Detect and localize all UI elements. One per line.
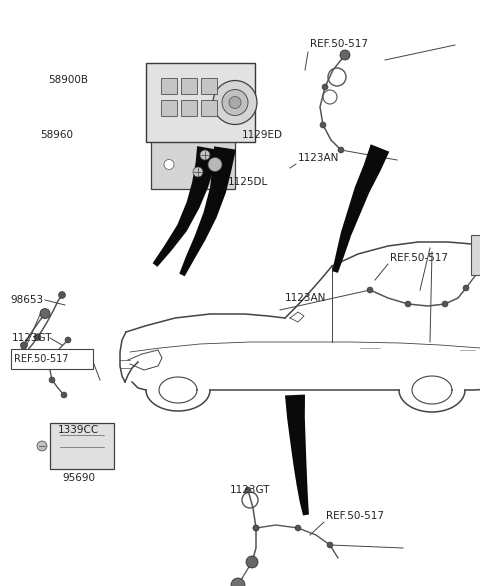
Circle shape — [231, 578, 245, 586]
Circle shape — [213, 80, 257, 124]
Circle shape — [51, 355, 57, 361]
Circle shape — [222, 90, 248, 115]
FancyBboxPatch shape — [11, 349, 93, 369]
Circle shape — [340, 50, 350, 60]
Circle shape — [342, 52, 348, 58]
Text: 1123GT: 1123GT — [230, 485, 271, 495]
FancyBboxPatch shape — [181, 78, 197, 94]
Circle shape — [65, 337, 71, 343]
Circle shape — [322, 84, 328, 90]
Text: REF.50-517: REF.50-517 — [14, 354, 69, 364]
Circle shape — [253, 525, 259, 531]
Circle shape — [320, 122, 326, 128]
Circle shape — [405, 301, 411, 307]
Circle shape — [200, 150, 210, 160]
FancyBboxPatch shape — [161, 78, 177, 94]
Polygon shape — [285, 394, 309, 516]
Circle shape — [295, 525, 301, 531]
Circle shape — [193, 167, 203, 177]
Circle shape — [61, 392, 67, 398]
FancyBboxPatch shape — [201, 100, 217, 116]
Text: 58900B: 58900B — [48, 75, 88, 85]
Circle shape — [249, 559, 255, 565]
Text: 1129ED: 1129ED — [242, 130, 283, 140]
Circle shape — [19, 351, 26, 358]
FancyBboxPatch shape — [50, 423, 114, 469]
Circle shape — [442, 301, 448, 307]
Circle shape — [37, 441, 47, 451]
FancyBboxPatch shape — [201, 78, 217, 94]
FancyBboxPatch shape — [181, 100, 197, 116]
Text: REF.50-517: REF.50-517 — [326, 511, 384, 521]
Text: 1125DL: 1125DL — [228, 177, 268, 187]
Text: 98653: 98653 — [10, 295, 43, 305]
Text: 1339CC: 1339CC — [58, 425, 99, 435]
Circle shape — [20, 342, 27, 349]
FancyBboxPatch shape — [151, 140, 235, 189]
Circle shape — [229, 97, 241, 108]
Circle shape — [338, 147, 344, 153]
Circle shape — [59, 291, 65, 298]
Circle shape — [327, 542, 333, 548]
Text: 1123AN: 1123AN — [298, 153, 339, 163]
Circle shape — [208, 158, 222, 172]
FancyBboxPatch shape — [146, 63, 255, 142]
Text: 1123AN: 1123AN — [285, 293, 326, 303]
Circle shape — [253, 525, 259, 531]
FancyBboxPatch shape — [471, 235, 480, 275]
Text: REF.50-517: REF.50-517 — [390, 253, 448, 263]
Text: 58960: 58960 — [40, 130, 73, 140]
Circle shape — [40, 309, 50, 319]
Circle shape — [34, 333, 41, 340]
Circle shape — [245, 487, 251, 493]
Circle shape — [246, 556, 258, 568]
Text: 95690: 95690 — [62, 473, 95, 483]
Circle shape — [367, 287, 373, 293]
FancyBboxPatch shape — [161, 100, 177, 116]
Polygon shape — [153, 146, 219, 267]
Circle shape — [49, 377, 55, 383]
Text: 1123GT: 1123GT — [12, 333, 52, 343]
Circle shape — [164, 159, 174, 169]
Text: REF.50-517: REF.50-517 — [310, 39, 368, 49]
Polygon shape — [332, 144, 389, 273]
Polygon shape — [180, 146, 236, 276]
Circle shape — [463, 285, 469, 291]
Circle shape — [41, 310, 48, 317]
